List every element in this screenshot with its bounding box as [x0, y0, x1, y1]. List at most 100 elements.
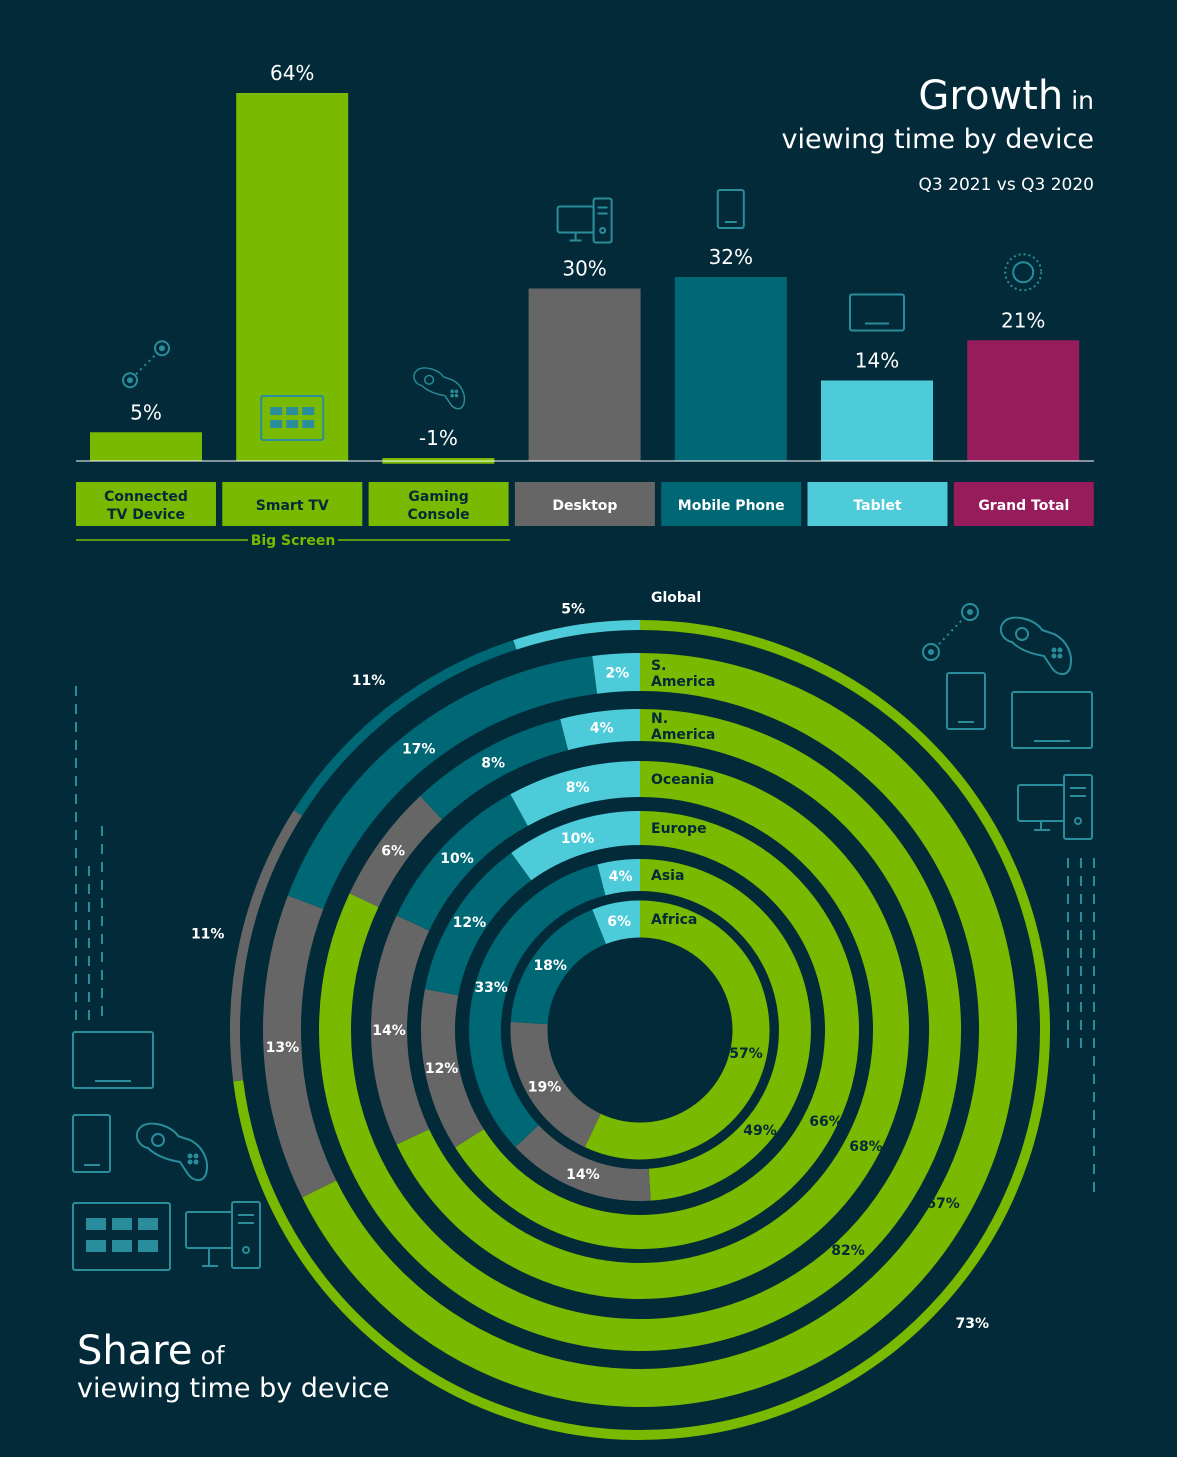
donut-value-label: 6% — [607, 914, 631, 930]
category-label-box — [76, 482, 216, 526]
tablet-icon-right — [1011, 691, 1093, 749]
donut-value-label: 5% — [561, 601, 585, 617]
growth-subtitle: Q3 2021 vs Q3 2020 — [919, 175, 1094, 195]
ring-n-america: 82% 6% 8% 4% N. America — [319, 709, 961, 1351]
donut-segment-desktop — [371, 915, 430, 1145]
tv-grid-icon — [260, 395, 325, 441]
donut-value-label: 2% — [605, 666, 629, 682]
growth-title-small: in — [1071, 86, 1094, 115]
donut-value-label: 6% — [381, 844, 405, 860]
donut-value-label: 14% — [372, 1023, 406, 1039]
donut-segment-big-screen — [302, 653, 1017, 1407]
donut-value-label: 11% — [352, 673, 386, 689]
donut-segment-mobile-phone — [396, 794, 529, 932]
category-label: Gaming Console — [408, 489, 470, 523]
tablet-icon — [849, 293, 905, 332]
donut-segment-desktop — [230, 810, 303, 1082]
ring-global: 73% 11% 11% 5% Global — [191, 590, 1050, 1440]
ring-name-label: N. America — [651, 711, 715, 743]
donut-segment-big-screen — [319, 709, 961, 1351]
donut-value-label: 12% — [425, 1061, 459, 1077]
bar-value-label: 21% — [1001, 308, 1045, 332]
ring-asia: 49% 14% 33% 4% Asia — [469, 859, 811, 1201]
donut-segment-big-screen — [584, 900, 770, 1160]
donut-value-label: 10% — [440, 851, 474, 867]
globe-icon — [1004, 253, 1043, 292]
donut-value-label: 4% — [609, 869, 633, 885]
donut-segment-mobile-phone — [510, 909, 607, 1025]
ring-europe: 66% 12% 12% 10% Europe — [421, 811, 859, 1249]
bar-grand-total — [967, 340, 1080, 461]
share-title-big: Share — [77, 1328, 192, 1374]
category-label: Smart TV — [256, 498, 329, 514]
donut-segment-desktop — [263, 895, 337, 1198]
donut-value-label: 8% — [566, 780, 590, 796]
donut-segment-big-screen — [396, 761, 909, 1299]
donut-segment-tablet — [592, 653, 641, 694]
big-screen-label: Big Screen — [251, 533, 336, 549]
growth-title-big: Growth — [918, 73, 1063, 119]
cast-icon — [122, 340, 170, 389]
donut-segment-tablet — [510, 761, 641, 826]
bar-value-label: 32% — [709, 245, 753, 269]
donut-segment-desktop — [515, 1124, 651, 1201]
gamepad-icon — [413, 367, 466, 410]
ring-name-label: Africa — [651, 912, 697, 928]
ring-s-america: 67% 13% 17% 2% S. America — [263, 653, 1017, 1407]
donut-segment-tablet — [592, 900, 641, 945]
category-label-box — [953, 482, 1094, 526]
bar-value-label: 30% — [562, 257, 606, 281]
category-label: Mobile Phone — [678, 498, 785, 514]
tv-grid-icon-left — [72, 1202, 171, 1271]
category-label: Grand Total — [978, 498, 1069, 514]
dashed-lines-left-icon — [75, 686, 103, 1020]
category-label: Connected TV Device — [104, 489, 188, 523]
bar-value-label: -1% — [419, 426, 458, 450]
donut-segment-mobile-phone — [469, 864, 606, 1148]
donut-segment-mobile-phone — [293, 640, 517, 816]
donut-value-label: 66% — [809, 1114, 843, 1130]
donut-value-label: 11% — [191, 926, 225, 942]
donut-segment-tablet — [560, 709, 641, 751]
donut-segment-tablet — [597, 859, 641, 896]
donut-value-label: 12% — [453, 915, 487, 931]
donut-value-label: 82% — [831, 1243, 865, 1259]
donut-value-label: 57% — [729, 1046, 763, 1062]
category-label-box — [368, 482, 509, 526]
bar-mobile-phone — [674, 277, 787, 461]
donut-value-label: 33% — [474, 980, 508, 996]
donut-segment-tablet — [513, 620, 641, 650]
donut-segment-desktop — [510, 1021, 602, 1148]
ring-name-label: Global — [651, 590, 701, 606]
category-label: Desktop — [552, 498, 617, 514]
growth-title-line2: viewing time by device — [782, 124, 1094, 155]
gamepad-icon-left — [135, 1122, 208, 1181]
ring-name-label: Oceania — [651, 772, 714, 788]
share-title: Share of — [77, 1328, 226, 1374]
gamepad-icon-right — [999, 616, 1072, 675]
donut-value-label: 13% — [266, 1040, 300, 1056]
bar-value-label: 14% — [855, 349, 899, 373]
category-label: Tablet — [853, 498, 902, 514]
desktop-icon-right — [1017, 774, 1093, 840]
tablet-icon-left — [72, 1031, 154, 1089]
bar-value-label: 5% — [130, 400, 162, 424]
donut-segment-mobile-phone — [420, 719, 569, 820]
ring-oceania: 68% 14% 10% 8% Oceania — [371, 761, 909, 1299]
share-title-line2: viewing time by device — [77, 1373, 389, 1404]
phone-icon-right — [946, 672, 986, 730]
growth-title: Growth in — [918, 73, 1094, 119]
donut-segment-desktop — [421, 988, 484, 1148]
bar-connected-tv-device — [90, 432, 202, 461]
donut-value-label: 73% — [956, 1316, 990, 1332]
dashed-lines-right-icon — [1067, 858, 1095, 1196]
donut-value-label: 4% — [590, 720, 614, 736]
share-donut-chart: 73% 11% 11% 5% Global 67% 13% 17% 2% S. America 82%… — [191, 590, 1050, 1440]
cast-icon-right — [922, 603, 979, 661]
donut-segment-big-screen — [233, 620, 1050, 1440]
donut-value-label: 10% — [561, 831, 595, 847]
desktop-icon — [556, 197, 613, 244]
donut-segment-mobile-phone — [287, 656, 598, 910]
growth-bar-chart: 5% 64% -1% 30% 32% 14% 21% — [90, 61, 1080, 464]
